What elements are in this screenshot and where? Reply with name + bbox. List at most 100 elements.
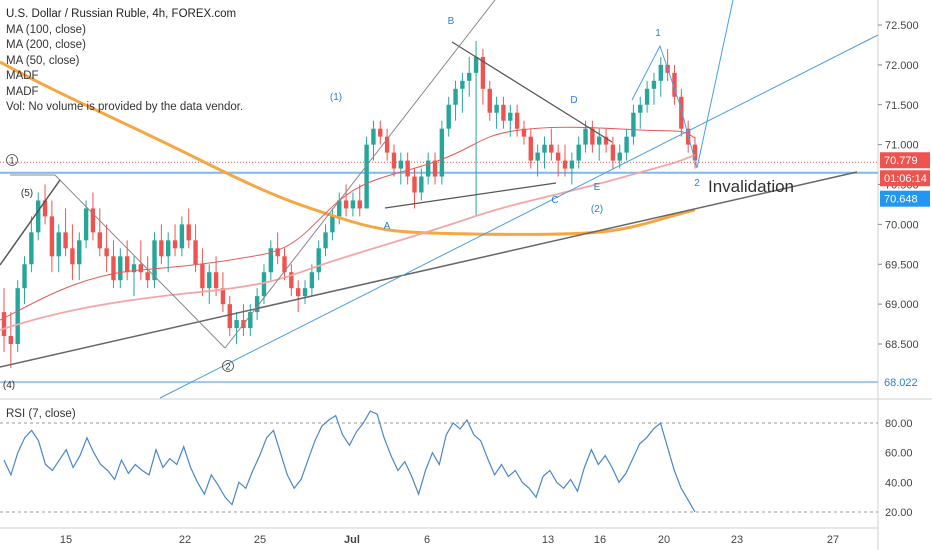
candle <box>378 120 383 145</box>
ma200-line <box>0 154 696 331</box>
candle-body <box>501 104 506 121</box>
candle-body <box>138 264 144 273</box>
circled-label-ring-0 <box>6 154 18 166</box>
candle-body <box>152 240 157 281</box>
candle <box>63 208 68 257</box>
projection-path <box>631 0 734 169</box>
chart-legend: U.S. Dollar / Russian Ruble, 4h, FOREX.c… <box>6 7 243 116</box>
candle <box>36 192 41 241</box>
countdown-tag-bg <box>880 170 930 187</box>
candle <box>460 72 465 113</box>
candle-body <box>357 200 362 209</box>
candle <box>138 240 144 281</box>
candle-body <box>412 176 417 193</box>
candle <box>412 168 417 209</box>
rsi-tick-label-0: 80.00 <box>885 418 913 430</box>
candle-body <box>549 144 554 153</box>
candle <box>610 136 616 169</box>
candle-body <box>514 112 520 129</box>
candle <box>432 152 438 185</box>
candle-body <box>350 200 356 209</box>
candle <box>425 152 431 185</box>
rsi-tick-label-1: 60.00 <box>885 448 913 460</box>
candle-body <box>83 208 89 241</box>
blue-trendline <box>159 34 879 399</box>
candle <box>29 216 34 273</box>
y-tick-label-7: 69.000 <box>885 299 919 311</box>
candle <box>323 224 328 257</box>
candle-body <box>42 200 48 217</box>
wave-label-4: A <box>384 221 391 232</box>
candle <box>145 256 150 289</box>
candle-body <box>124 256 130 273</box>
candle-body <box>289 272 294 289</box>
candle <box>159 224 164 265</box>
candle <box>569 152 575 185</box>
candle-body <box>439 128 445 177</box>
candle-body <box>282 256 287 273</box>
candle-body <box>679 96 684 129</box>
level-low-tag: 68.022 <box>884 377 918 389</box>
candle <box>15 280 20 352</box>
candle-body <box>419 176 424 193</box>
candle-body <box>672 72 677 97</box>
candle <box>172 224 178 257</box>
candle-body <box>227 304 232 329</box>
candle-body <box>555 152 561 161</box>
wave-label-6: E <box>594 182 601 193</box>
wave-label-1: B <box>448 16 455 27</box>
candle <box>302 280 308 305</box>
candle <box>501 96 506 129</box>
candle <box>42 184 48 225</box>
y-tick-label-3: 71.000 <box>885 140 919 152</box>
candle <box>49 200 55 273</box>
candle-body <box>398 160 404 169</box>
candle <box>131 256 137 297</box>
candle-body <box>631 112 636 137</box>
candle-body <box>425 160 431 177</box>
candle <box>576 136 581 169</box>
candle <box>330 208 335 241</box>
candle-body <box>302 288 308 297</box>
x-tick-label-6: 16 <box>594 534 606 546</box>
candle-body <box>268 248 274 273</box>
level-blue-tag-bg <box>880 190 930 207</box>
candle <box>439 120 445 185</box>
candle <box>364 136 369 209</box>
lower-trendline <box>0 171 858 368</box>
wave-label-2: D <box>570 95 577 106</box>
candle <box>542 136 547 169</box>
wave-label-10: (4) <box>3 380 15 391</box>
candle-body <box>172 240 178 249</box>
candle-body <box>8 336 14 344</box>
y-tick-label-8: 68.500 <box>885 339 919 351</box>
candle-body <box>234 320 239 329</box>
candle-body <box>323 232 328 249</box>
legend-volume: Vol: No volume is provided by the data v… <box>6 101 244 113</box>
x-tick-label-9: 27 <box>827 534 839 546</box>
candle-body <box>15 288 20 344</box>
candle <box>487 80 492 121</box>
candle <box>528 128 534 169</box>
candle <box>295 280 301 313</box>
candle <box>8 312 14 368</box>
wave-label-9: (5) <box>21 188 33 199</box>
candle <box>562 144 568 177</box>
candle <box>316 240 321 281</box>
triangle-upper-line <box>451 41 613 143</box>
candle <box>384 128 390 161</box>
candle <box>268 240 274 281</box>
candle <box>165 232 171 273</box>
y-tick-label-0: 72.500 <box>885 20 919 32</box>
x-tick-label-7: 20 <box>658 534 670 546</box>
candle <box>446 96 451 137</box>
circled-label-1: 2 <box>225 362 230 372</box>
candle-body <box>1 312 7 337</box>
legend-madf-2: MADF <box>6 85 39 98</box>
candle-body <box>118 256 123 281</box>
candle <box>22 256 27 305</box>
candle-body <box>104 248 109 257</box>
candle <box>234 312 239 344</box>
candle-body <box>453 88 458 105</box>
